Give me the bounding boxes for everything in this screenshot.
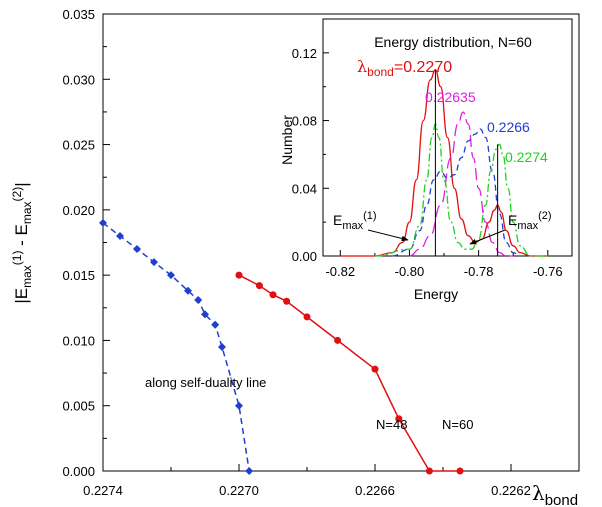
data-point-diamond [194, 295, 203, 304]
data-point-diamond [218, 342, 226, 351]
data-point-diamond [150, 258, 158, 267]
data-point-diamond [167, 271, 175, 280]
y-tick-label: 0.000 [62, 464, 95, 479]
inset-y-tick-label: 0.00 [292, 249, 317, 264]
y-tick-label: 0.005 [62, 399, 95, 414]
y-tick-label: 0.015 [62, 268, 95, 283]
data-point-diamond [116, 231, 124, 240]
y-tick-label: 0.010 [62, 333, 95, 348]
data-point-diamond [133, 245, 141, 254]
inset-y-label: Number [279, 115, 295, 165]
inset-label-lambda-bond: λbond=0.2270 [357, 57, 452, 79]
data-point-circle [255, 282, 263, 290]
y-axis-label: |Emax(1) - Emax(2)| [10, 182, 34, 303]
x-tick-label: 0.2266 [355, 483, 395, 498]
inset-y-tick-label: 0.04 [292, 181, 317, 196]
inset-x-tick-label: -0.82 [325, 264, 355, 279]
main-series-group [99, 218, 464, 475]
y-tick-label: 0.030 [62, 72, 95, 87]
data-point-circle [283, 297, 291, 305]
emax1-label: Emax(1) [333, 210, 377, 232]
data-point-circle [269, 291, 277, 299]
y-tick-label: 0.025 [62, 138, 95, 153]
inset-label-22635: 0.22635 [425, 89, 476, 105]
main-axis-ticks: 0.000 0.005 0.010 0.015 0.020 0.025 0.030 0.035… [62, 7, 530, 498]
series-label-n48: N=48 [376, 417, 407, 432]
emax2-label: Emax(2) [508, 210, 552, 232]
data-point-diamond [184, 286, 192, 295]
inset-series-group [340, 69, 548, 257]
series-label-n60: N=60 [442, 417, 473, 432]
x-tick-label: 0.2274 [83, 483, 123, 498]
emax2-arrow [469, 229, 506, 245]
data-point-diamond [211, 320, 220, 329]
series-line-n48 [102, 222, 250, 472]
data-point-circle [334, 336, 342, 344]
data-point-diamond [235, 401, 243, 410]
inset-x-label: Energy [414, 286, 458, 302]
data-point-circle [371, 365, 379, 373]
series-line-n60 [238, 274, 460, 472]
inset-x-tick-label: -0.76 [533, 264, 563, 279]
inset-axis-ticks: 0.00 0.04 0.08 0.12 -0.82 -0.80 -0.78 -0.76 [292, 18, 563, 279]
data-point-diamond [201, 310, 209, 319]
y-tick-label: 0.035 [62, 7, 95, 22]
data-point-circle [456, 467, 464, 475]
inset-x-tick-label: -0.80 [395, 264, 425, 279]
y-tick-label: 0.020 [62, 203, 95, 218]
inset-y-tick-label: 0.08 [292, 114, 317, 129]
x-axis-label: λbond [532, 481, 578, 507]
inset-x-tick-label: -0.78 [464, 264, 494, 279]
data-point-circle [235, 271, 243, 279]
data-point-circle [395, 415, 403, 423]
inset-label-2266: 0.2266 [487, 119, 530, 135]
data-point-diamond [245, 467, 254, 475]
inset-y-tick-label: 0.12 [292, 46, 317, 61]
data-point-circle [425, 467, 433, 475]
annotation-self-duality: along self-duality line [145, 375, 266, 390]
inset-curve-0-2270 [340, 69, 548, 257]
x-tick-label: 0.2270 [219, 483, 259, 498]
x-tick-label: 0.2262 [491, 483, 531, 498]
inset-curve-0-2266 [392, 128, 521, 257]
inset-title: Energy distribution, N=60 [374, 34, 532, 50]
data-point-circle [303, 313, 311, 321]
emax1-arrow [367, 229, 409, 242]
inset-curve-0-2274 [374, 123, 548, 257]
data-point-diamond [99, 218, 107, 227]
inset-curve-0-22635 [409, 111, 514, 257]
inset-label-2274: 0.2274 [505, 149, 548, 165]
